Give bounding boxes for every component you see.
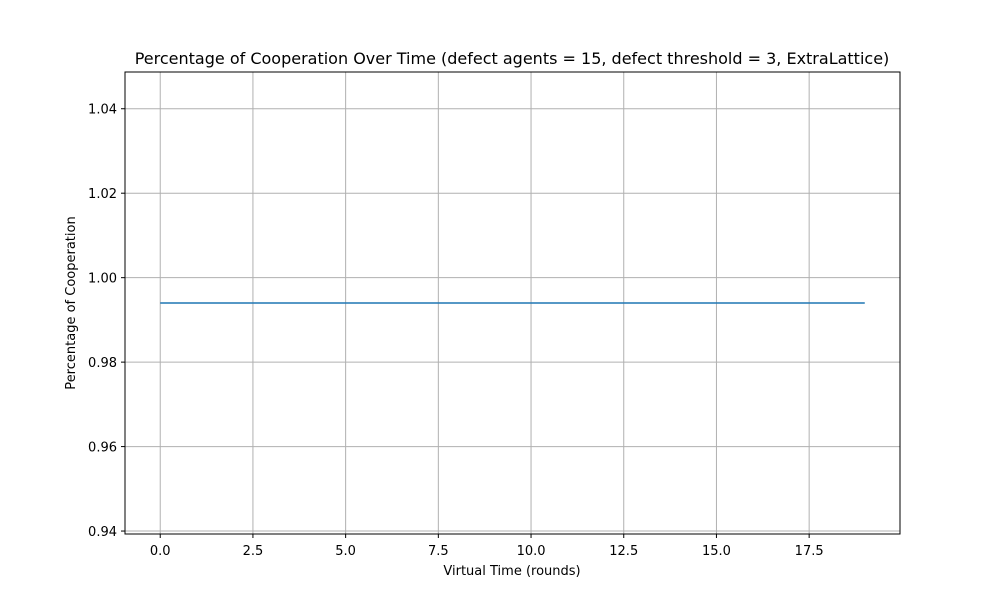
y-axis-ticks: 0.94 0.96 0.98 1.00 1.02 1.04: [88, 103, 125, 540]
y-tick-label: 0.98: [88, 356, 117, 371]
x-axis-ticks: 0.0 2.5 5.0 7.5 10.0 12.5 15.0 17.5: [150, 534, 824, 559]
y-tick-label: 0.94: [88, 525, 117, 540]
x-tick-label: 17.5: [795, 544, 824, 559]
x-tick-label: 5.0: [335, 544, 356, 559]
x-tick-label: 2.5: [243, 544, 264, 559]
y-tick-label: 1.00: [88, 272, 117, 287]
x-tick-label: 7.5: [428, 544, 449, 559]
x-tick-label: 10.0: [517, 544, 546, 559]
y-tick-label: 0.96: [88, 441, 117, 456]
y-tick-label: 1.04: [88, 103, 117, 118]
y-axis-label: Percentage of Cooperation: [64, 216, 79, 389]
x-tick-label: 12.5: [609, 544, 638, 559]
x-tick-label: 15.0: [702, 544, 731, 559]
chart-title: Percentage of Cooperation Over Time (def…: [135, 49, 890, 68]
x-tick-label: 0.0: [150, 544, 171, 559]
y-tick-label: 1.02: [88, 187, 117, 202]
x-axis-label: Virtual Time (rounds): [443, 564, 580, 579]
